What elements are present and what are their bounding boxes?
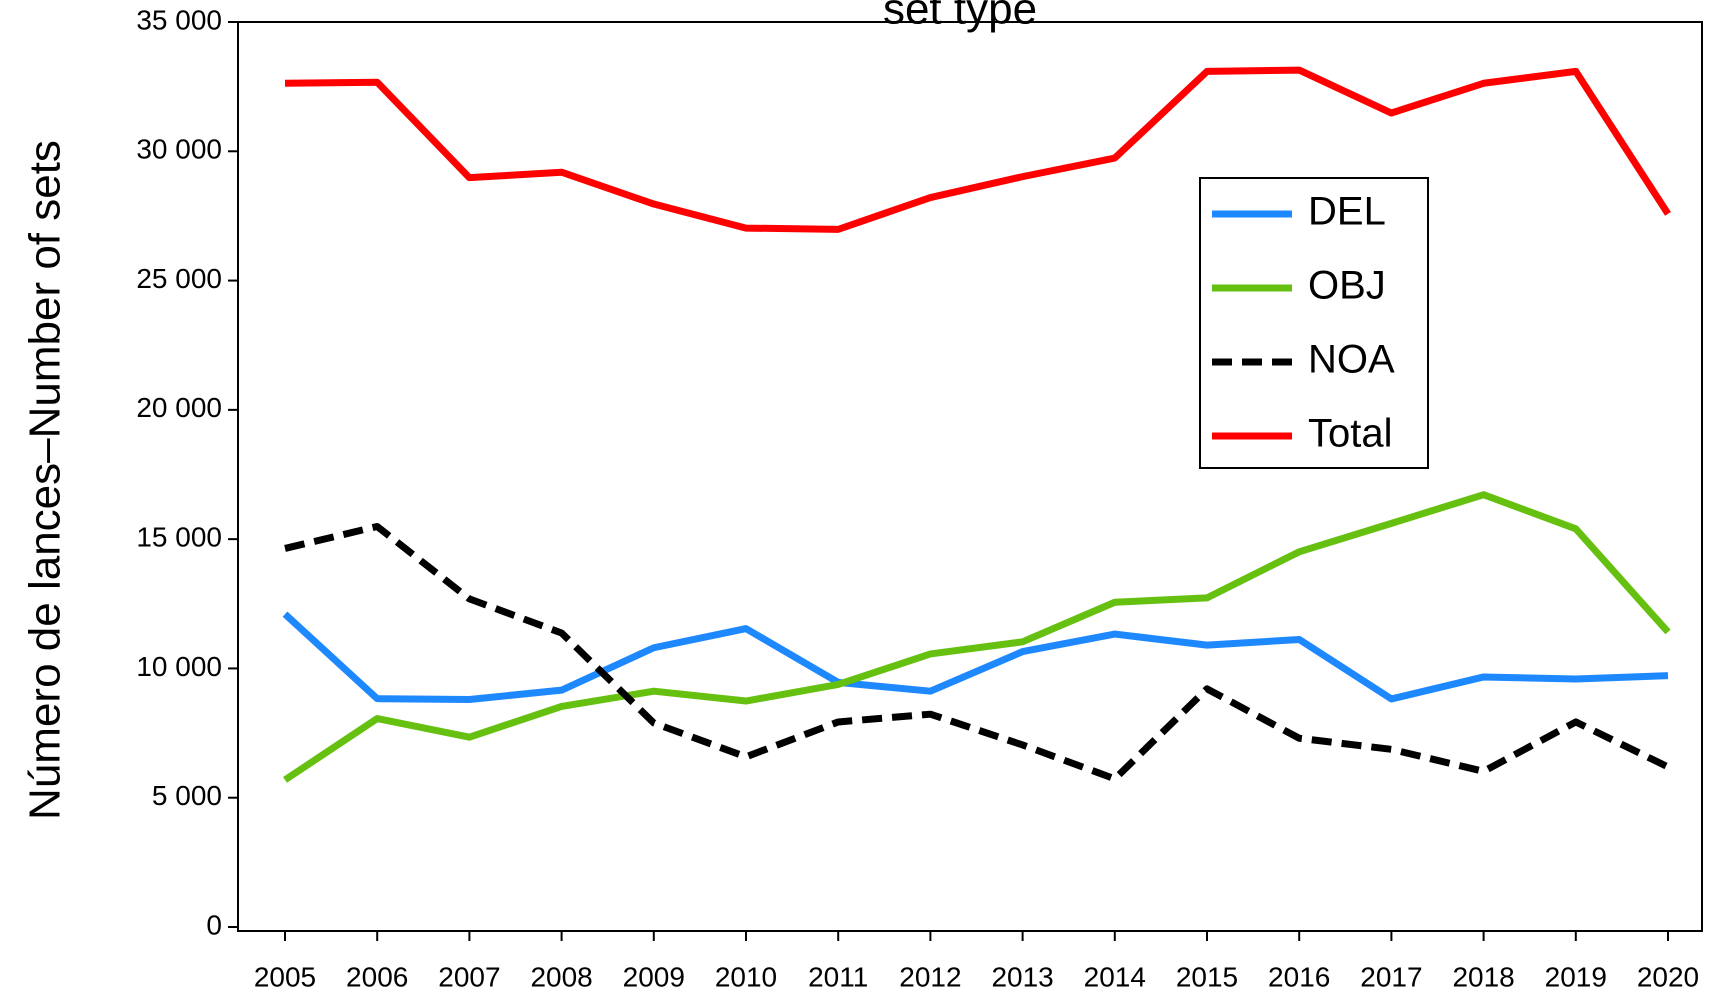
x-tick-label: 2013 [991,961,1053,992]
plot-frame [237,21,1703,932]
series-line [284,522,1670,783]
x-tick-label: 2005 [254,961,316,992]
series-line [284,66,1671,233]
x-tick-label: 2010 [715,961,777,992]
legend-label: NOA [1308,338,1395,382]
x-tick-label: 2009 [623,961,685,992]
y-tick-label: 15 000 [136,522,222,553]
y-tick-label: 5 000 [152,780,222,811]
legend-label: DEL [1308,190,1386,234]
y-tick-label: 35 000 [136,4,222,35]
y-axis-label: Número de lances–Number of sets [21,140,70,820]
x-tick-label: 2015 [1176,961,1238,992]
legend-box [1199,177,1429,469]
series-line [282,611,1669,703]
legend-label: Total [1308,412,1393,456]
x-tick-label: 2007 [438,961,500,992]
legend-label: OBJ [1308,264,1386,308]
x-tick-label: 2019 [1545,961,1607,992]
y-tick-label: 25 000 [136,263,222,294]
x-tick-label: 2018 [1452,961,1514,992]
series-line [283,491,1671,783]
chart-title: set type [883,0,1037,34]
x-tick-label: 2011 [808,961,868,992]
y-tick-label: 0 [206,909,222,940]
x-tick-label: 2008 [530,961,592,992]
x-tick-label: 2006 [346,961,408,992]
x-tick-label: 2016 [1268,961,1330,992]
x-tick-label: 2012 [899,961,961,992]
x-tick-label: 2020 [1637,961,1699,992]
y-tick-label: 10 000 [136,651,222,682]
y-tick-label: 30 000 [136,134,222,165]
x-tick-label: 2014 [1084,961,1146,992]
x-tick-label: 2017 [1360,961,1422,992]
y-tick-label: 20 000 [136,392,222,423]
